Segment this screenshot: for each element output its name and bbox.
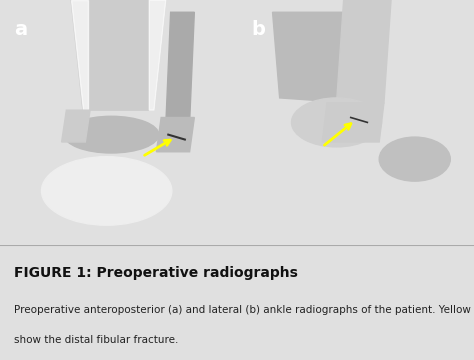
Polygon shape [249, 152, 403, 201]
Polygon shape [166, 12, 194, 122]
Polygon shape [62, 110, 90, 142]
Text: a: a [14, 19, 27, 39]
Polygon shape [273, 12, 351, 103]
Polygon shape [156, 117, 194, 152]
Text: FIGURE 1: Preoperative radiographs: FIGURE 1: Preoperative radiographs [14, 266, 298, 279]
Text: Preoperative anteroposterior (a) and lateral (b) ankle radiographs of the patien: Preoperative anteroposterior (a) and lat… [14, 305, 474, 315]
Ellipse shape [292, 98, 382, 147]
Text: show the distal fibular fracture.: show the distal fibular fracture. [14, 335, 179, 345]
Polygon shape [149, 0, 166, 110]
Polygon shape [71, 0, 166, 110]
Ellipse shape [64, 116, 159, 153]
Polygon shape [337, 0, 391, 103]
Polygon shape [322, 103, 384, 142]
Ellipse shape [379, 137, 450, 181]
Ellipse shape [41, 157, 172, 225]
Text: b: b [251, 19, 265, 39]
Polygon shape [71, 0, 88, 110]
